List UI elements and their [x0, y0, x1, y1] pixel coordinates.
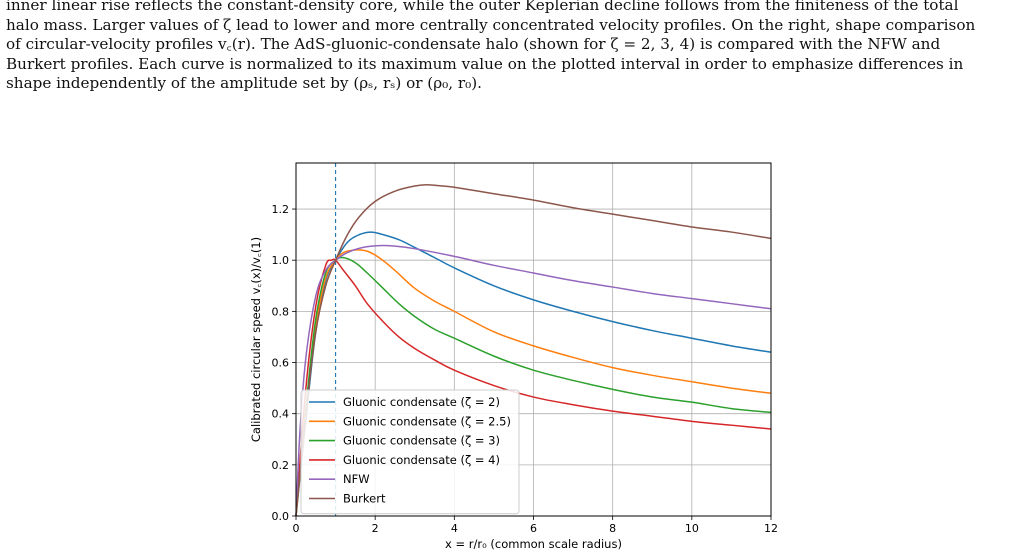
caption-line: shape independently of the amplitude set…	[6, 74, 483, 93]
series-line	[295, 256, 772, 517]
y-tick-label: 1.2	[272, 203, 290, 216]
x-tick-label: 6	[530, 522, 537, 535]
caption-line: of circular-velocity profiles v꜀(r). The…	[6, 35, 941, 54]
series-line	[295, 244, 772, 517]
caption-line: Burkert profiles. Each curve is normaliz…	[6, 54, 964, 73]
legend-box	[300, 389, 520, 515]
x-tick-label: 10	[685, 522, 699, 535]
x-tick-label: 4	[451, 522, 458, 535]
x-tick-label: 2	[372, 522, 379, 535]
caption-line: inner linear rise reflects the constant-…	[6, 0, 959, 14]
x-axis-ticks: 0 2 4 6 8 10 12	[293, 516, 778, 535]
figure: 0 2 4 6 8 10 12 0.0 0.2 0.4 0.6 0.8 1.0 1.2 x = r/r₀…	[240, 155, 800, 560]
legend-label: Gluonic condensate (ζ = 3)	[343, 434, 500, 448]
legend-label: NFW	[343, 472, 370, 486]
y-tick-label: 1.0	[272, 254, 290, 267]
y-tick-label: 0.6	[272, 357, 290, 370]
rotation-curve-chart: 0 2 4 6 8 10 12 0.0 0.2 0.4 0.6 0.8 1.0 1.2 x = r/r₀…	[249, 162, 778, 551]
grid	[295, 163, 772, 517]
x-tick-label: 8	[609, 522, 616, 535]
x-axis-label: x = r/r₀ (common scale radius)	[445, 537, 622, 551]
y-tick-label: 0.8	[272, 305, 290, 318]
legend-label: Burkert	[343, 492, 386, 506]
series-line	[295, 249, 772, 517]
x-tick-label: 12	[764, 522, 778, 535]
legend-label: Gluonic condensate (ζ = 4)	[343, 453, 500, 467]
series-line	[295, 258, 772, 517]
legend-label: Gluonic condensate (ζ = 2.5)	[343, 414, 511, 428]
x-tick-label: 0	[293, 522, 300, 535]
figure-caption: inner linear rise reflects the constant-…	[6, 0, 1022, 94]
y-axis-ticks: 0.0 0.2 0.4 0.6 0.8 1.0 1.2	[272, 203, 296, 523]
legend-label: Gluonic condensate (ζ = 2)	[343, 395, 500, 409]
y-tick-label: 0.2	[272, 459, 290, 472]
caption-line: halo mass. Larger values of ζ lead to lo…	[6, 15, 976, 34]
series-line	[295, 183, 772, 517]
legend: Gluonic condensate (ζ = 2) Gluonic conden…	[300, 389, 520, 515]
y-tick-label: 0.4	[272, 408, 290, 421]
y-axis-label: Calibrated circular speed v꜀(x)/v꜀(1)	[249, 237, 263, 442]
y-tick-label: 0.0	[272, 510, 290, 523]
series-lines	[295, 183, 772, 517]
